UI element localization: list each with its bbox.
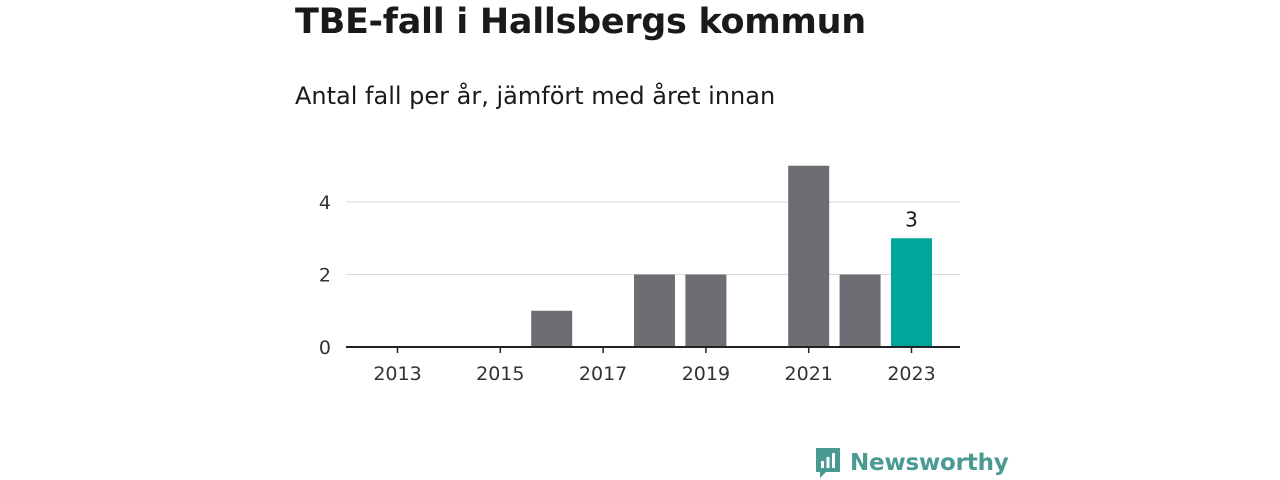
x-tick-label: 2023 [887,363,935,385]
x-tick-label: 2017 [579,363,627,385]
x-tick-label: 2019 [682,363,730,385]
y-tick-label: 2 [319,265,331,287]
chart-title: TBE-fall i Hallsbergs kommun [295,2,866,42]
x-tick-label: 2021 [785,363,833,385]
bar-2022 [839,274,881,347]
newsworthy-logo-text: Newsworthy [850,450,1009,476]
chart-subtitle: Antal fall per år, jämfört med året inna… [295,82,776,110]
newsworthy-logo: Newsworthy [814,446,1009,480]
bar-2016 [531,310,573,347]
bar-2019 [685,274,727,347]
newsworthy-logo-icon [816,448,840,478]
x-tick-label: 2013 [373,363,421,385]
y-tick-label: 0 [319,337,331,359]
data-label-2023: 3 [905,207,918,231]
bar-2018 [634,274,675,347]
bar-2021 [788,165,830,347]
bar-2023 [891,238,932,347]
x-tick-label: 2015 [476,363,524,385]
y-tick-label: 4 [319,192,331,214]
